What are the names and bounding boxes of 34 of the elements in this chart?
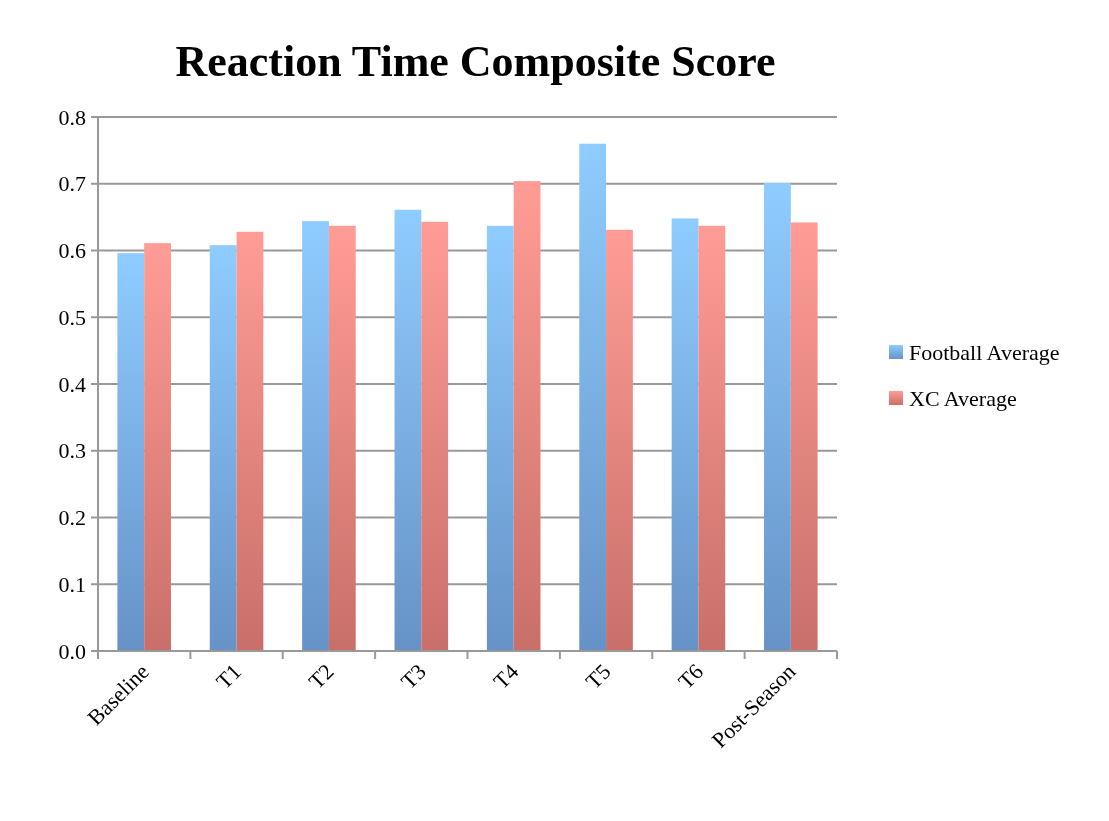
y-tick-label: 0.4 <box>58 371 86 397</box>
x-tick-label: T5 <box>580 658 616 694</box>
bar <box>671 218 699 651</box>
bar <box>486 225 514 651</box>
bar <box>144 243 171 651</box>
y-tick-label: 0.0 <box>58 638 86 664</box>
y-tick-label: 0.1 <box>58 571 86 597</box>
legend-label: XC Average <box>909 385 1017 411</box>
y-tick-label: 0.5 <box>58 304 86 330</box>
bar <box>698 225 726 651</box>
bar <box>209 245 237 651</box>
y-tick-label: 0.7 <box>58 171 86 197</box>
y-tick-label: 0.6 <box>58 238 86 264</box>
x-tick-label: T6 <box>673 658 708 694</box>
bar <box>606 229 633 651</box>
x-tick-label: T1 <box>211 658 247 694</box>
legend-label: Football Average <box>909 339 1060 365</box>
x-tick-label: T3 <box>395 658 431 694</box>
y-tick-label: 0.8 <box>58 104 86 130</box>
bar <box>790 222 818 651</box>
chart-title: Reaction Time Composite Score <box>175 37 776 86</box>
bar <box>117 253 145 651</box>
bar <box>302 221 329 651</box>
y-tick-label: 0.3 <box>58 438 86 464</box>
x-tick-label: T4 <box>488 658 524 694</box>
bar <box>579 143 607 651</box>
bar <box>394 209 422 651</box>
bar <box>764 183 791 651</box>
y-tick-label: 0.2 <box>58 505 86 531</box>
x-tick-label: T2 <box>303 658 339 694</box>
bar <box>513 181 541 651</box>
bar <box>421 221 449 651</box>
bar <box>236 231 264 651</box>
bar <box>328 225 356 651</box>
